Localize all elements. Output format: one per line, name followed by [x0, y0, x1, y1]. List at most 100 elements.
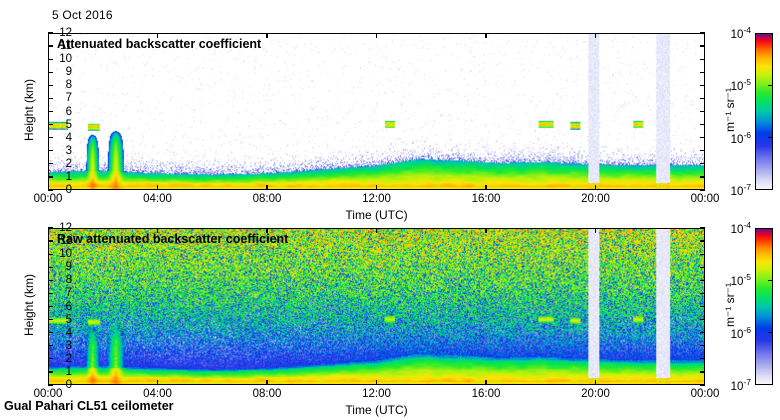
- x-tick-label: 00:00: [690, 193, 720, 205]
- x-tick-mark: [485, 380, 487, 385]
- y-tick-mark: [700, 358, 705, 360]
- x-tick-label: 00:00: [33, 388, 63, 400]
- y-tick-mark: [700, 97, 705, 100]
- y-tick-mark: [48, 371, 53, 373]
- x-tick-mark: [48, 185, 50, 190]
- y-tick-mark: [700, 84, 705, 86]
- y-tick-mark: [48, 318, 53, 321]
- x-tick-label: 12:00: [362, 388, 391, 400]
- x-tick-mark: [266, 380, 268, 385]
- y-tick-mark: [48, 45, 53, 47]
- colorbar-title: m⁻¹ sr⁻¹: [723, 282, 737, 327]
- x-tick-label: 00:00: [690, 388, 720, 400]
- y-tick-mark: [700, 332, 705, 334]
- y-axis-title: Height (km): [22, 78, 36, 141]
- y-tick-mark: [700, 176, 705, 178]
- y-tick-mark: [48, 137, 53, 139]
- y-tick-mark: [48, 110, 53, 113]
- y-tick-mark: [700, 163, 705, 165]
- y-tick-label: 10: [59, 248, 72, 261]
- x-tick-label: 00:00: [33, 193, 63, 205]
- x-tick-mark: [485, 228, 487, 233]
- y-tick-mark: [700, 45, 705, 47]
- colorbar-panel1: [755, 33, 773, 190]
- y-tick-label: 0: [65, 379, 72, 391]
- colorbar-tick-label: 10-5: [730, 77, 751, 94]
- raw-attenuated-backscatter-heatmap: [49, 229, 704, 384]
- y-tick-mark: [48, 123, 53, 126]
- y-tick-mark: [48, 384, 53, 386]
- y-tick-mark: [700, 345, 705, 347]
- colorbar-tick-label: 10-7: [730, 377, 751, 393]
- x-axis-title: Time (UTC): [345, 208, 408, 222]
- y-tick-mark: [700, 150, 705, 152]
- x-tick-mark: [594, 185, 597, 190]
- y-tick-label: 4: [65, 326, 72, 339]
- x-tick-label: 12:00: [362, 193, 391, 205]
- colorbar-gradient: [756, 229, 772, 384]
- x-tick-mark: [594, 380, 597, 385]
- y-tick-mark: [48, 189, 53, 191]
- y-tick-mark: [700, 384, 705, 386]
- y-tick-mark: [48, 71, 53, 73]
- y-tick-mark: [700, 227, 705, 229]
- x-tick-mark: [594, 228, 597, 233]
- x-tick-mark: [703, 185, 705, 190]
- y-tick-label: 6: [65, 300, 72, 313]
- y-tick-label: 3: [65, 339, 72, 352]
- x-tick-mark: [375, 185, 378, 190]
- y-tick-label: 7: [65, 92, 72, 105]
- x-tick-label: 04:00: [143, 193, 172, 205]
- y-tick-label: 7: [65, 287, 72, 300]
- y-tick-mark: [48, 345, 53, 347]
- x-tick-mark: [156, 228, 159, 233]
- y-tick-label: 12: [59, 27, 72, 39]
- y-tick-label: 5: [65, 118, 72, 131]
- x-tick-mark: [48, 33, 50, 38]
- panel-raw-attenuated-backscatter: Raw attenuated backscatter coefficient: [48, 228, 705, 385]
- colorbar-title: m⁻¹ sr⁻¹: [723, 87, 737, 132]
- y-tick-mark: [700, 32, 705, 34]
- y-tick-mark: [48, 32, 53, 34]
- x-tick-mark: [156, 33, 159, 38]
- x-tick-mark: [703, 380, 705, 385]
- y-tick-mark: [700, 266, 705, 268]
- y-tick-label: 2: [65, 157, 72, 170]
- colorbar-tick-label: 10-4: [730, 25, 751, 41]
- x-tick-mark: [375, 228, 378, 233]
- colorbar-tick-mark: [768, 332, 773, 334]
- colorbar-tick-mark: [768, 84, 773, 86]
- colorbar-tick-mark: [768, 137, 773, 139]
- y-tick-mark: [700, 123, 705, 126]
- y-tick-mark: [48, 279, 53, 281]
- x-tick-label: 08:00: [252, 388, 282, 400]
- x-tick-mark: [375, 33, 378, 38]
- y-tick-label: 10: [59, 53, 72, 66]
- x-tick-mark: [485, 33, 487, 38]
- y-tick-mark: [700, 58, 705, 60]
- x-tick-label: 20:00: [581, 193, 610, 205]
- x-tick-mark: [266, 228, 268, 233]
- colorbar-panel2: [755, 228, 773, 385]
- x-tick-mark: [156, 380, 159, 385]
- y-tick-label: 11: [60, 40, 72, 53]
- y-tick-mark: [48, 227, 53, 229]
- colorbar-tick-label: 10-7: [730, 182, 751, 198]
- y-tick-mark: [700, 253, 705, 255]
- x-tick-label: 20:00: [581, 388, 610, 400]
- x-tick-mark: [703, 228, 705, 233]
- y-axis-title: Height (km): [22, 273, 36, 336]
- y-tick-mark: [700, 279, 705, 281]
- y-tick-mark: [700, 318, 705, 321]
- y-tick-label: 4: [65, 131, 72, 144]
- x-tick-mark: [48, 380, 50, 385]
- y-tick-mark: [48, 97, 53, 100]
- y-tick-label: 2: [65, 352, 72, 365]
- colorbar-tick-label: 10-6: [730, 324, 751, 341]
- y-tick-mark: [48, 266, 53, 268]
- y-tick-label: 9: [65, 66, 72, 79]
- y-tick-mark: [700, 305, 705, 308]
- y-tick-mark: [700, 189, 705, 191]
- x-tick-mark: [266, 185, 268, 190]
